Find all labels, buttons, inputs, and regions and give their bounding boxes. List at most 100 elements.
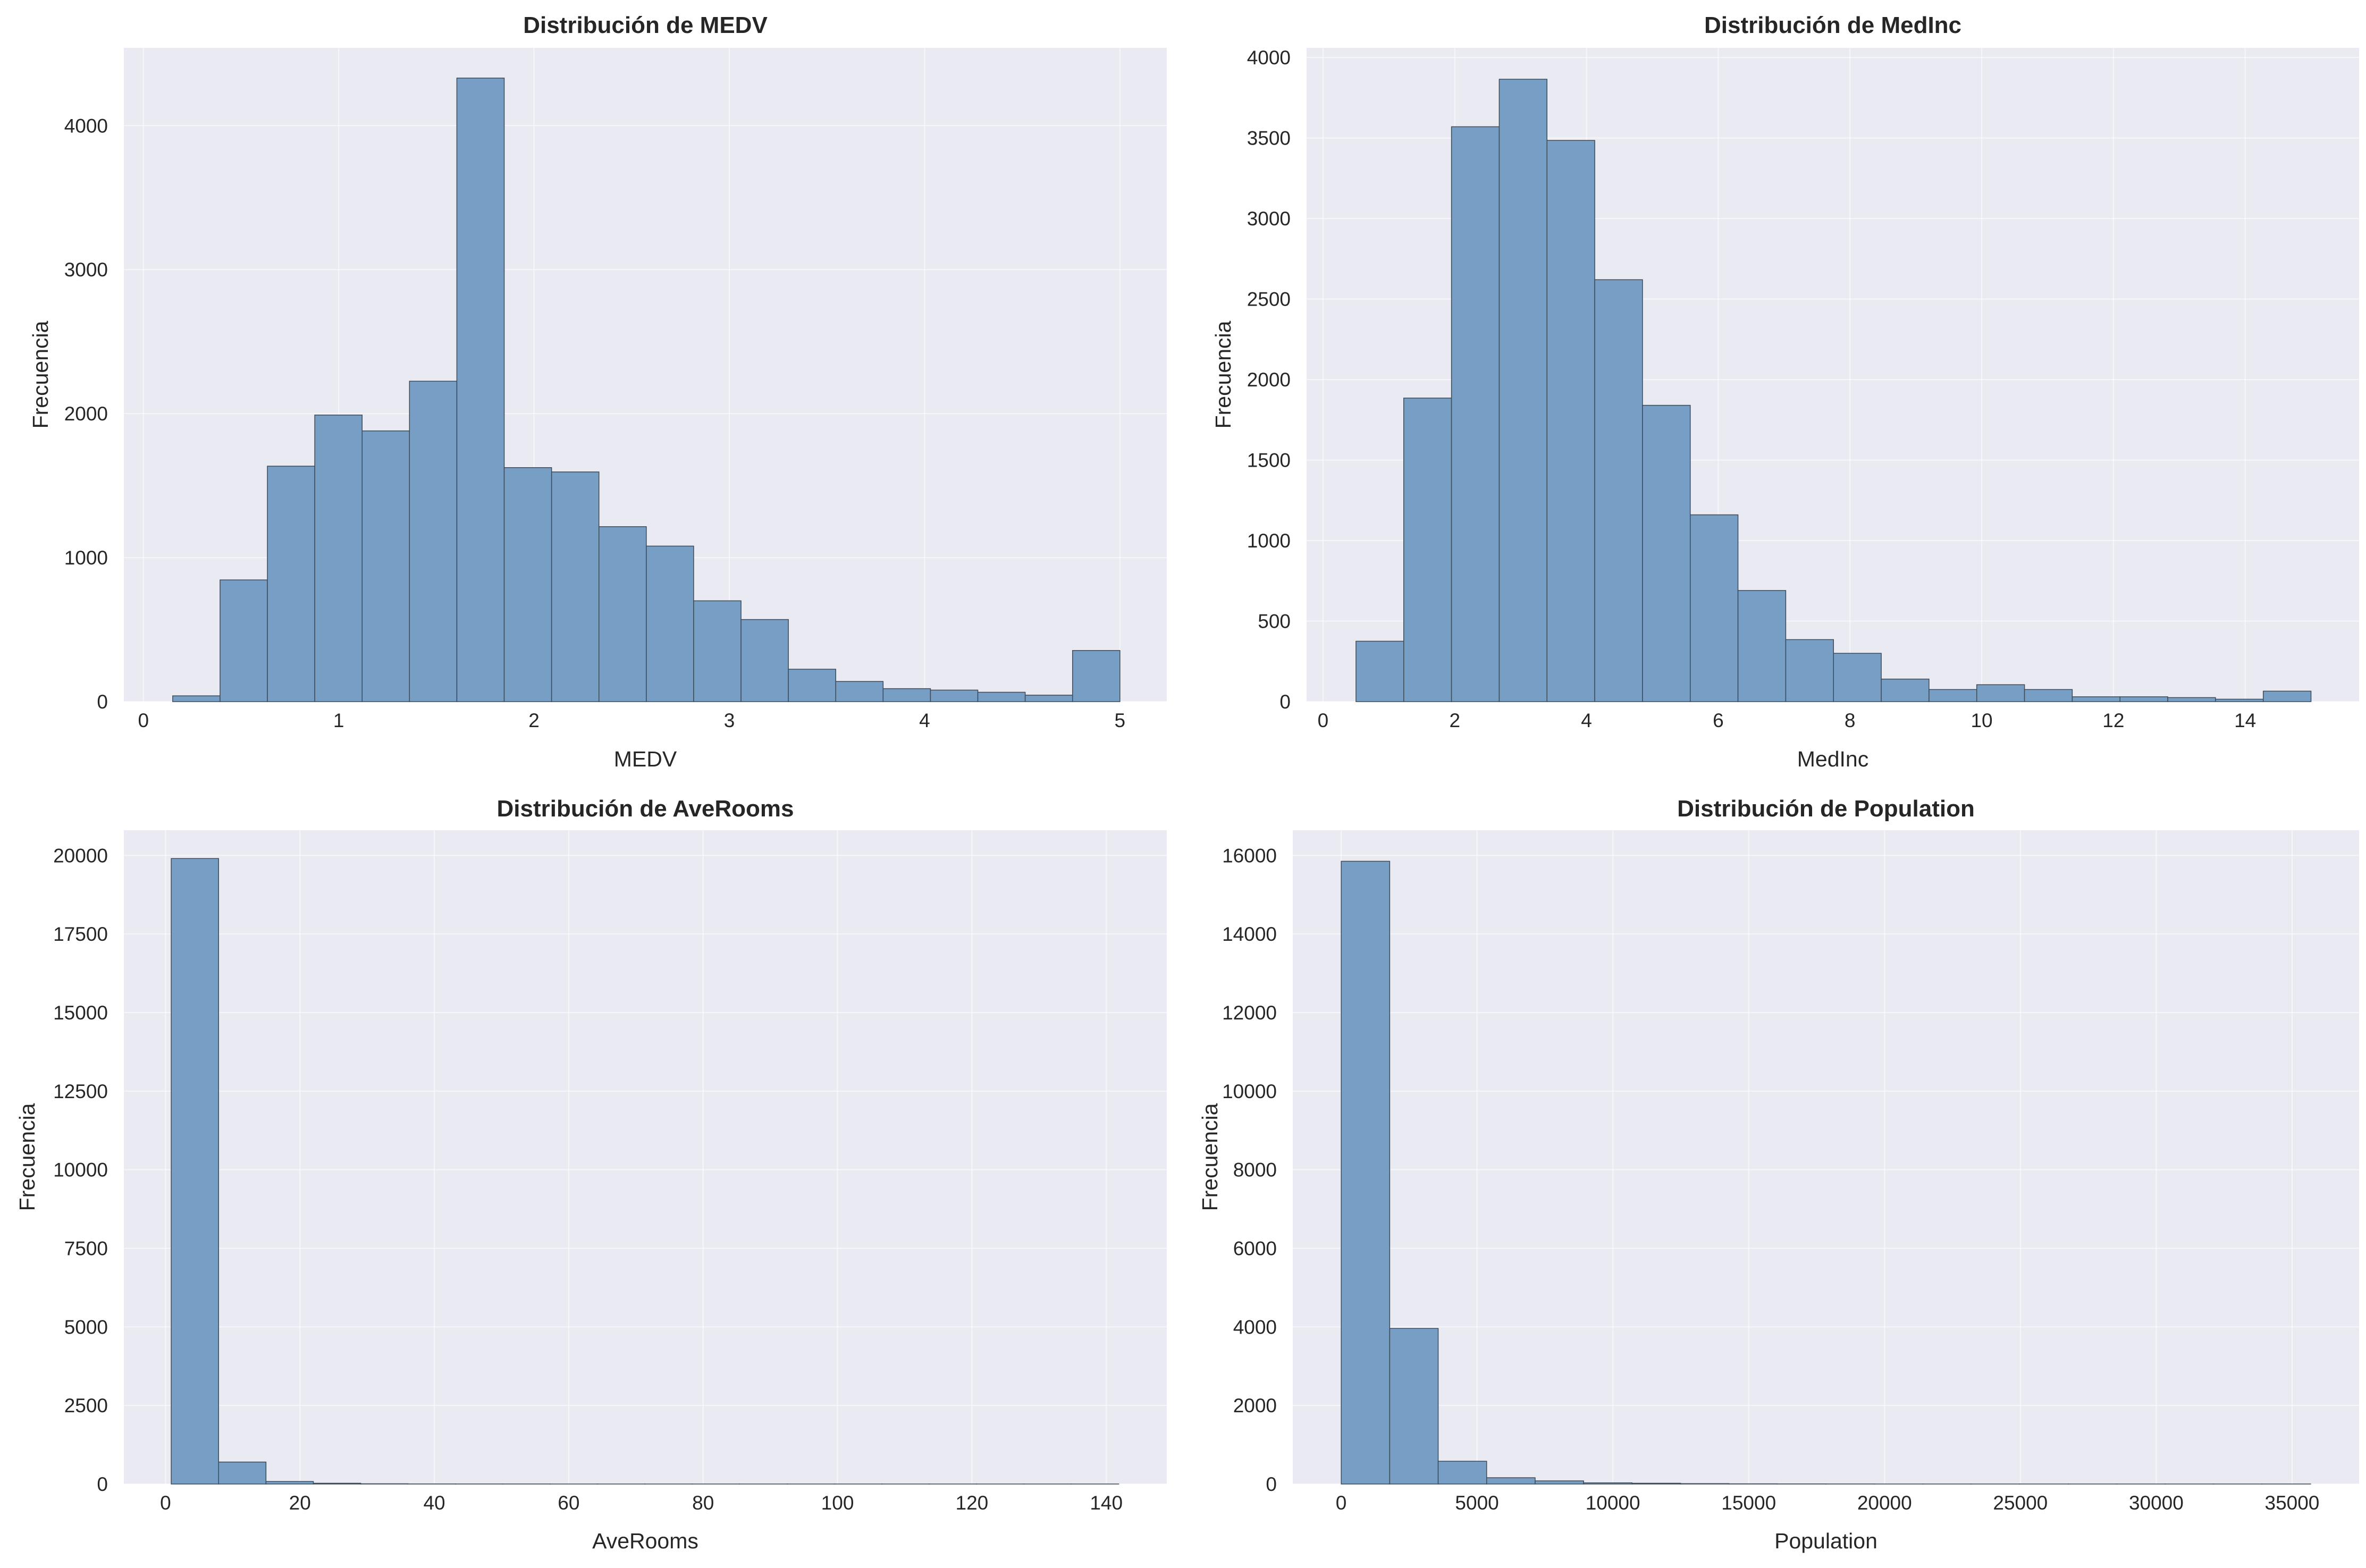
x-ticks-population: 0 5000 10000 15000 20000 25000 30000 35000: [1336, 1492, 2320, 1514]
x-tick-label: 10000: [1586, 1492, 1640, 1514]
y-tick-label: 15000: [53, 1002, 108, 1024]
x-axis-label-averooms: AveRooms: [592, 1529, 698, 1553]
histogram-bar: [1929, 689, 1977, 702]
histogram-bar: [171, 858, 219, 1485]
histogram-bar: [2072, 696, 2120, 702]
y-tick-label: 4000: [64, 115, 108, 137]
y-tick-label: 16000: [1222, 845, 1277, 866]
y-tick-label: 10000: [1222, 1081, 1277, 1102]
histogram-bar: [693, 600, 742, 702]
histogram-bar: [835, 681, 884, 702]
x-tick-label: 5000: [1455, 1492, 1498, 1514]
x-tick-label: 6: [1713, 710, 1724, 731]
y-tick-label: 3000: [1247, 208, 1291, 230]
x-tick-label: 4: [1581, 710, 1592, 731]
y-tick-label: 14000: [1222, 923, 1277, 945]
x-tick-label: 30000: [2129, 1492, 2184, 1514]
histogram-bar: [313, 1482, 361, 1485]
histogram-bar: [1341, 861, 1391, 1485]
histogram-bar: [456, 78, 505, 702]
chart-medv: 0 1 2 3 4 5 0 1000 2000 3000 4000 Distribución de…: [28, 12, 1167, 771]
histogram-bar: [2119, 696, 2168, 702]
x-tick-label: 100: [821, 1492, 854, 1514]
histogram-bar: [2024, 689, 2073, 702]
y-tick-label: 2500: [1247, 289, 1291, 310]
x-tick-label: 4: [919, 710, 930, 731]
y-tick-label: 12000: [1222, 1002, 1277, 1024]
histogram-bar: [930, 689, 979, 702]
histogram-bar: [265, 1481, 314, 1485]
chart-title-medv: Distribución de MEDV: [523, 12, 768, 38]
histogram-bar: [1024, 695, 1073, 702]
y-axis-label-medinc: Frecuencia: [1211, 321, 1235, 428]
x-tick-label: 120: [956, 1492, 989, 1514]
histogram-bar: [882, 688, 931, 702]
x-tick-label: 0: [1336, 1492, 1347, 1514]
histogram-bar: [1451, 126, 1500, 702]
histogram-bar: [740, 619, 789, 702]
y-tick-label: 12500: [53, 1081, 108, 1102]
histogram-bar: [220, 579, 268, 702]
x-tick-label: 12: [2102, 710, 2124, 731]
histogram-bar: [646, 545, 694, 702]
y-tick-label: 6000: [1233, 1237, 1277, 1259]
histogram-bar: [361, 430, 410, 702]
chart-averooms: 0 20 40 60 80 100 120 140 0 2500 5000 7500 10000 125…: [15, 796, 1167, 1553]
y-tick-label: 500: [1258, 611, 1291, 633]
histogram-bar: [172, 695, 221, 702]
histogram-bar: [598, 526, 647, 702]
y-tick-label: 0: [97, 691, 108, 713]
histogram-bar: [1631, 1482, 1681, 1485]
x-axis-label-population: Population: [1774, 1529, 1877, 1553]
histogram-bar: [1881, 678, 1930, 702]
histogram-bar: [2215, 698, 2264, 702]
x-axis-label-medv: MEDV: [614, 747, 677, 771]
x-ticks-averooms: 0 20 40 60 80 100 120 140: [160, 1492, 1123, 1514]
histogram-bar: [503, 467, 552, 702]
x-tick-label: 0: [1318, 710, 1329, 731]
x-ticks-medinc: 0 2 4 6 8 10 12 14: [1318, 710, 2256, 731]
x-tick-label: 14: [2234, 710, 2256, 731]
y-tick-label: 20000: [53, 845, 108, 866]
y-tick-label: 1000: [1247, 530, 1291, 552]
x-tick-label: 10: [1971, 710, 1992, 731]
histogram-bar: [409, 381, 458, 702]
histogram-bar: [1498, 79, 1548, 702]
histogram-bar: [1594, 279, 1643, 702]
chart-title-medinc: Distribución de MedInc: [1704, 12, 1961, 38]
bars-averooms: [171, 858, 1119, 1485]
chart-title-population: Distribución de Population: [1677, 796, 1975, 822]
histogram-bar: [1583, 1482, 1633, 1485]
histogram-bar: [1689, 514, 1739, 702]
y-tick-label: 17500: [53, 923, 108, 945]
histogram-bar: [977, 692, 1026, 702]
x-tick-label: 2: [528, 710, 540, 731]
x-tick-label: 0: [138, 710, 149, 731]
histogram-bar: [314, 415, 363, 702]
x-tick-label: 140: [1090, 1492, 1123, 1514]
y-tick-label: 0: [97, 1473, 108, 1495]
histogram-bar: [1486, 1477, 1536, 1485]
chart-population: 0 5000 10000 15000 20000 25000 30000 35000 0 200…: [1198, 796, 2359, 1553]
y-tick-label: 1000: [64, 547, 108, 569]
y-ticks-averooms: 0 2500 5000 7500 10000 12500 15000 17500 20000: [53, 845, 108, 1495]
histogram-bar: [2262, 690, 2312, 702]
histogram-bar: [1976, 684, 2025, 702]
histogram-bar: [788, 669, 836, 702]
y-axis-label-averooms: Frecuencia: [15, 1103, 39, 1211]
histogram-bar: [1833, 653, 1882, 702]
x-tick-label: 1: [333, 710, 344, 731]
histogram-bar: [1785, 639, 1834, 702]
x-tick-label: 8: [1845, 710, 1856, 731]
plot-area-averooms: [124, 830, 1167, 1484]
y-tick-label: 2000: [1233, 1395, 1277, 1417]
y-tick-label: 4000: [1247, 47, 1291, 69]
x-axis-label-medinc: MedInc: [1797, 747, 1868, 771]
x-tick-label: 35000: [2265, 1492, 2320, 1514]
x-tick-label: 80: [692, 1492, 714, 1514]
y-tick-label: 7500: [64, 1237, 108, 1259]
y-tick-label: 8000: [1233, 1159, 1277, 1181]
x-tick-label: 20000: [1857, 1492, 1912, 1514]
x-tick-label: 25000: [1993, 1492, 2048, 1514]
